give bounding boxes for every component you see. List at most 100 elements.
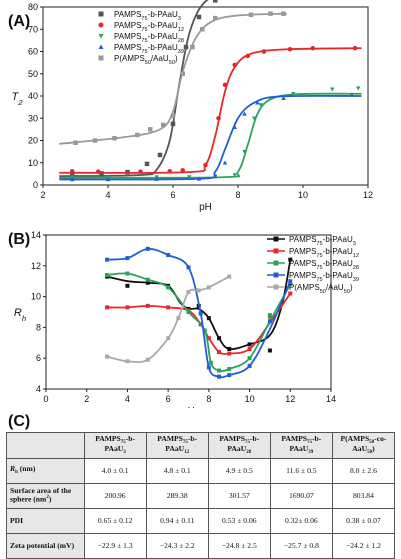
chart1-series-3-point-3: [166, 253, 171, 258]
chart0-y-tick-label-1: 10: [28, 158, 38, 168]
chart1-y-axis-label-sub: h: [22, 314, 26, 323]
table-header-1-part-0: PAMPS: [95, 434, 121, 443]
chart0-legend-marker-1: [98, 22, 104, 28]
chart0-series-4-point-8: [190, 44, 195, 50]
chart1-series-0-point-6: [206, 316, 211, 321]
chart1-series-1-point-1: [125, 305, 130, 310]
chart1-y-tick-label-3: 10: [31, 292, 41, 302]
table-row-label-sup: 2: [46, 495, 49, 501]
chart1-x-tick-label-5: 10: [245, 394, 255, 404]
chart1-legend-marker-0: [273, 236, 279, 242]
table-header-2-part-3: 12: [184, 450, 190, 456]
chart0-series-4-point-6: [170, 113, 176, 119]
chart1-series-4-point-8: [227, 274, 232, 279]
chart0-legend-label-0: PAMPS75-b-PAaU3: [114, 10, 181, 22]
chart0-series-2-point-7: [252, 116, 257, 121]
chart0-legend-label-0-name: PAMPS: [114, 10, 141, 19]
table-header-4: PAMPS75-b-PAaU39: [269, 432, 333, 459]
chart1-legend-label-0-name: PAMPS: [289, 235, 316, 244]
table-header-5-part-3: 50: [367, 450, 373, 456]
chart0-series-3-point-6: [232, 124, 237, 129]
table-header-0: [6, 432, 85, 459]
chart1-series-3-line: [107, 247, 292, 379]
chart1-y-axis-label: Rh: [14, 307, 26, 323]
table-cell: 803.84: [331, 482, 396, 509]
chart0-series-1-point-10: [261, 49, 267, 54]
chart0-y-tick-label-8: 80: [28, 2, 38, 12]
chart0-series-0-point-7: [196, 14, 202, 20]
chart0-series-2-point-8: [258, 103, 263, 108]
table-cell: 4.9 ± 0.5: [207, 457, 271, 484]
chart1-legend-label-1-name: PAMPS: [289, 247, 316, 256]
properties-table-wrap: PAMPS75-b-PAaU3 PAMPS75-b-PAaU12 PAMPS75-b…: [6, 432, 396, 559]
chart0-legend-label-4-name-mid: /AaU: [151, 54, 169, 63]
table-header-5: P(AMPS50-co-AaU50): [331, 432, 396, 459]
chart1-series-2-point-3: [166, 285, 171, 290]
chart1-series-1-point-6: [206, 336, 211, 341]
table-row-label-text: Zeta potential (mV): [10, 540, 75, 550]
chart0-series-1-point-11: [287, 47, 293, 52]
table-header-5-part-4: ): [372, 444, 375, 454]
table-header-3: PAMPS75-b-PAaU28: [207, 432, 271, 459]
chart0-series-0-point-0: [70, 172, 75, 178]
chart1-series-3-point-11: [288, 279, 293, 284]
chart1-series-4-point-4: [176, 316, 181, 321]
chart1-legend-label-2-name: PAMPS: [289, 259, 316, 268]
chart0-series-4-point-5: [161, 122, 166, 128]
chart1-series-3-point-8: [227, 373, 232, 378]
chart1-legend-label-1: PAMPS75-b-PAaU12: [289, 247, 359, 259]
table-header-1-part-1: 75: [120, 440, 126, 445]
chart0-series-1-point-8: [232, 62, 237, 68]
chart1-x-tick-label-7: 14: [326, 394, 336, 404]
chart0-series-0: [59, 0, 218, 178]
chart0-series-4-point-0: [73, 140, 78, 145]
table-header-4-part-2: -b-PAaU: [289, 434, 322, 454]
table-cell: 1690.07: [269, 482, 333, 509]
chart0-series-2-point-11: [330, 87, 335, 92]
chart1-series-4-point-7: [206, 285, 211, 290]
table-cell: 0.94 ± 0.11: [145, 507, 209, 534]
chart1-series-2-point-11: [288, 282, 293, 287]
chart0-series-3-line: [59, 94, 362, 181]
chart0-legend-label-3-name: PAMPS: [114, 43, 141, 52]
chart1-series-2-point-4: [186, 310, 191, 314]
table-header-3-part-1: 75: [244, 440, 250, 445]
table-cell: 11.6 ± 0.5: [269, 457, 333, 484]
chart1-legend-label-4-name: P(AMPS: [289, 283, 320, 292]
chart1-legend-label-2-name-sub: 75: [316, 265, 322, 271]
table-cell: −24.2 ± 1.2: [331, 532, 396, 559]
chart1-series-0-point-1: [125, 283, 130, 288]
table-cell: 4.8 ± 0.1: [145, 457, 209, 484]
chart0-legend-marker-2: [98, 34, 104, 39]
table-header-2-part-2: -b-PAaU: [165, 434, 198, 454]
chart1-legend-marker-3: [273, 272, 279, 278]
chart0-series-4-point-7: [180, 71, 185, 76]
chart1-legend: PAMPS75-b-PAaU3PAMPS75-b-PAaU12PAMPS75-b…: [267, 235, 359, 295]
table-header-row: PAMPS75-b-PAaU3 PAMPS75-b-PAaU12 PAMPS75-b…: [6, 432, 396, 459]
chart1-series-4-point-2: [145, 357, 150, 362]
chart0-series-3-point-3: [196, 176, 202, 181]
chart0-series-3-point-2: [154, 176, 159, 181]
chart-b: (B)02468101214468101214pHRhPAMPS75-b-PAa…: [8, 230, 359, 408]
table-row-label-end: ): [48, 494, 52, 504]
chart1-series-4-line: [106, 275, 230, 364]
chart1-legend-label-3-name-sub: 75: [316, 277, 322, 283]
chart0-series-2-point-3: [187, 175, 192, 180]
chart0-series-3-point-5: [222, 160, 228, 165]
chart1-series-2-point-9: [247, 356, 252, 361]
chart1-legend-label-4-name-mid: /AaU: [326, 283, 344, 292]
chart0-series-1-point-9: [245, 53, 250, 59]
chart1-legend-marker-1: [273, 248, 279, 254]
chart0-series-2-line: [59, 92, 362, 179]
table-header-5-part-0: P(AMPS: [340, 434, 370, 443]
table-cell: 4.0 ± 0.1: [83, 457, 147, 484]
chart1-legend-label-4-name-sub: 50: [320, 289, 326, 295]
chart0-x-tick-label-3: 8: [235, 190, 240, 200]
chart1-series-3-point-1: [125, 256, 130, 261]
chart1-plot-frame: [45, 234, 332, 390]
table-cell: −22.9 ± 1.3: [83, 532, 147, 559]
chart0-series-4: [59, 11, 287, 145]
chart1-legend-label-0-name-sub: 75: [316, 241, 322, 247]
chart1-series-0-point-9: [247, 342, 252, 347]
chart0-legend-label-2-name-mid: -b-PAaU: [148, 32, 178, 41]
